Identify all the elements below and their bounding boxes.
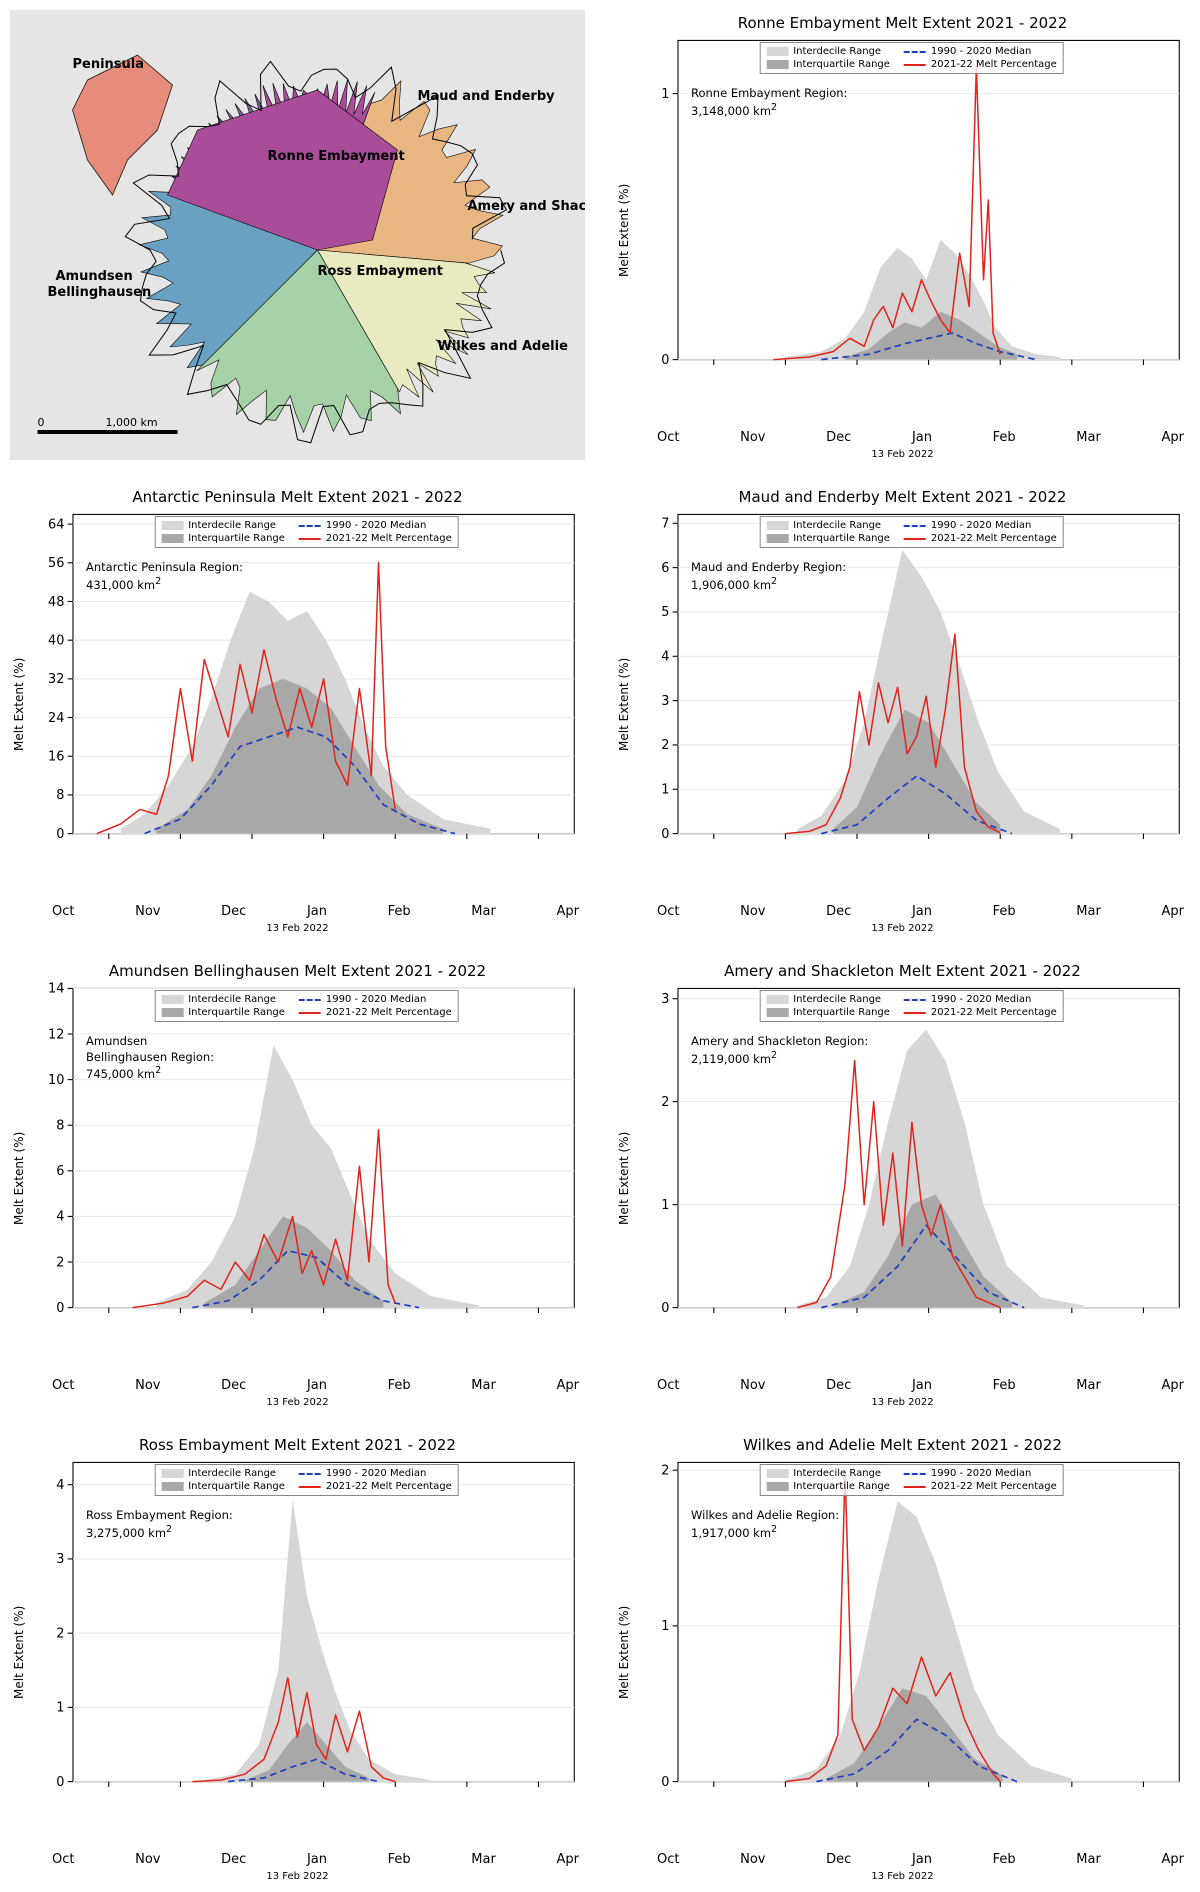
x-axis-labels: OctNovDecJanFebMarApr	[615, 426, 1190, 445]
svg-text:56: 56	[48, 556, 64, 571]
y-axis-label: Melt Extent (%)	[10, 982, 28, 1374]
chart-amundsen: Amundsen Bellinghausen Melt Extent 2021 …	[10, 958, 585, 1408]
x-axis-labels: OctNovDecJanFebMarApr	[615, 900, 1190, 919]
svg-text:14: 14	[48, 982, 64, 997]
chart-title: Maud and Enderby Melt Extent 2021 - 2022	[615, 488, 1190, 506]
region-note: AmundsenBellinghausen Region:745,000 km2	[86, 1034, 214, 1082]
svg-text:4: 4	[56, 1210, 64, 1225]
x-axis-labels: OctNovDecJanFebMarApr	[10, 1848, 585, 1867]
svg-text:10: 10	[48, 1073, 64, 1088]
svg-text:8: 8	[56, 788, 64, 803]
svg-text:1,000 km: 1,000 km	[106, 416, 158, 429]
svg-text:Bellinghausen: Bellinghausen	[48, 285, 152, 300]
region-note: Maud and Enderby Region:1,906,000 km2	[691, 560, 846, 593]
chart-peninsula: Antarctic Peninsula Melt Extent 2021 - 2…	[10, 484, 585, 934]
chart-title: Ronne Embayment Melt Extent 2021 - 2022	[615, 14, 1190, 32]
svg-text:Peninsula: Peninsula	[73, 57, 145, 72]
svg-text:2: 2	[56, 1255, 64, 1270]
svg-text:6: 6	[661, 561, 669, 576]
svg-text:2: 2	[661, 1095, 669, 1110]
svg-text:24: 24	[48, 711, 64, 726]
y-axis-label: Melt Extent (%)	[615, 1456, 633, 1848]
svg-text:0: 0	[661, 353, 669, 368]
svg-text:3: 3	[661, 694, 669, 709]
date-caption: 13 Feb 2022	[10, 1871, 585, 1882]
chart-amery: Amery and Shackleton Melt Extent 2021 - …	[615, 958, 1190, 1408]
svg-text:0: 0	[56, 1775, 64, 1790]
svg-text:4: 4	[56, 1478, 64, 1493]
svg-text:16: 16	[48, 750, 64, 765]
svg-text:2: 2	[56, 1626, 64, 1641]
svg-text:4: 4	[661, 650, 669, 665]
date-caption: 13 Feb 2022	[10, 923, 585, 934]
svg-text:Amundsen: Amundsen	[56, 269, 133, 284]
region-note: Ross Embayment Region:3,275,000 km2	[86, 1508, 233, 1541]
svg-text:2: 2	[661, 738, 669, 753]
chart-legend: Interdecile Range1990 - 2020 MedianInter…	[759, 990, 1064, 1022]
x-axis-labels: OctNovDecJanFebMarApr	[10, 1374, 585, 1393]
region-note: Amery and Shackleton Region:2,119,000 km…	[691, 1034, 868, 1067]
svg-text:1: 1	[56, 1701, 64, 1716]
y-axis-label: Melt Extent (%)	[10, 1456, 28, 1848]
svg-text:6: 6	[56, 1164, 64, 1179]
chart-title: Ross Embayment Melt Extent 2021 - 2022	[10, 1436, 585, 1454]
svg-text:0: 0	[661, 1775, 669, 1790]
region-note: Ronne Embayment Region:3,148,000 km2	[691, 86, 847, 119]
date-caption: 13 Feb 2022	[615, 923, 1190, 934]
date-caption: 13 Feb 2022	[10, 1397, 585, 1408]
chart-ronne: Ronne Embayment Melt Extent 2021 - 2022 M…	[615, 10, 1190, 460]
chart-ross: Ross Embayment Melt Extent 2021 - 2022 Me…	[10, 1432, 585, 1882]
x-axis-labels: OctNovDecJanFebMarApr	[615, 1848, 1190, 1867]
svg-text:Ross Embayment: Ross Embayment	[318, 264, 443, 279]
svg-text:Maud and Enderby: Maud and Enderby	[418, 89, 556, 104]
chart-legend: Interdecile Range1990 - 2020 MedianInter…	[154, 990, 459, 1022]
chart-title: Amery and Shackleton Melt Extent 2021 - …	[615, 962, 1190, 980]
svg-text:1: 1	[661, 87, 669, 102]
region-note: Antarctic Peninsula Region:431,000 km2	[86, 560, 243, 593]
chart-title: Amundsen Bellinghausen Melt Extent 2021 …	[10, 962, 585, 980]
svg-text:48: 48	[48, 595, 64, 610]
svg-text:64: 64	[48, 517, 64, 532]
chart-legend: Interdecile Range1990 - 2020 MedianInter…	[154, 516, 459, 548]
date-caption: 13 Feb 2022	[615, 1871, 1190, 1882]
svg-text:3: 3	[56, 1552, 64, 1567]
x-axis-labels: OctNovDecJanFebMarApr	[10, 900, 585, 919]
svg-text:7: 7	[661, 517, 669, 532]
svg-text:8: 8	[56, 1119, 64, 1134]
svg-text:Amery and Shackleton: Amery and Shackleton	[468, 199, 586, 214]
chart-legend: Interdecile Range1990 - 2020 MedianInter…	[759, 516, 1064, 548]
chart-legend: Interdecile Range1990 - 2020 MedianInter…	[759, 1464, 1064, 1496]
chart-title: Wilkes and Adelie Melt Extent 2021 - 202…	[615, 1436, 1190, 1454]
svg-text:0: 0	[56, 1301, 64, 1316]
antarctica-region-map: Peninsula Ronne Embayment Maud and Enderby…	[10, 10, 585, 460]
svg-text:3: 3	[661, 992, 669, 1007]
svg-text:1: 1	[661, 783, 669, 798]
y-axis-label: Melt Extent (%)	[615, 982, 633, 1374]
svg-text:0: 0	[661, 1301, 669, 1316]
svg-text:1: 1	[661, 1619, 669, 1634]
svg-text:5: 5	[661, 605, 669, 620]
svg-text:0: 0	[56, 827, 64, 842]
chart-wilkes: Wilkes and Adelie Melt Extent 2021 - 202…	[615, 1432, 1190, 1882]
svg-text:32: 32	[48, 672, 64, 687]
svg-text:12: 12	[48, 1027, 64, 1042]
svg-text:Wilkes and Adelie: Wilkes and Adelie	[438, 339, 569, 354]
chart-maud: Maud and Enderby Melt Extent 2021 - 2022…	[615, 484, 1190, 934]
chart-legend: Interdecile Range1990 - 2020 MedianInter…	[154, 1464, 459, 1496]
chart-legend: Interdecile Range1990 - 2020 MedianInter…	[759, 42, 1064, 74]
y-axis-label: Melt Extent (%)	[615, 508, 633, 900]
chart-title: Antarctic Peninsula Melt Extent 2021 - 2…	[10, 488, 585, 506]
svg-text:0: 0	[661, 827, 669, 842]
y-axis-label: Melt Extent (%)	[10, 508, 28, 900]
date-caption: 13 Feb 2022	[615, 1397, 1190, 1408]
date-caption: 13 Feb 2022	[615, 449, 1190, 460]
svg-text:1: 1	[661, 1198, 669, 1213]
y-axis-label: Melt Extent (%)	[615, 34, 633, 426]
svg-text:2: 2	[661, 1463, 669, 1478]
svg-text:Ronne Embayment: Ronne Embayment	[268, 149, 405, 164]
region-note: Wilkes and Adelie Region:1,917,000 km2	[691, 1508, 839, 1541]
svg-text:0: 0	[38, 416, 45, 429]
svg-text:40: 40	[48, 633, 64, 648]
x-axis-labels: OctNovDecJanFebMarApr	[615, 1374, 1190, 1393]
